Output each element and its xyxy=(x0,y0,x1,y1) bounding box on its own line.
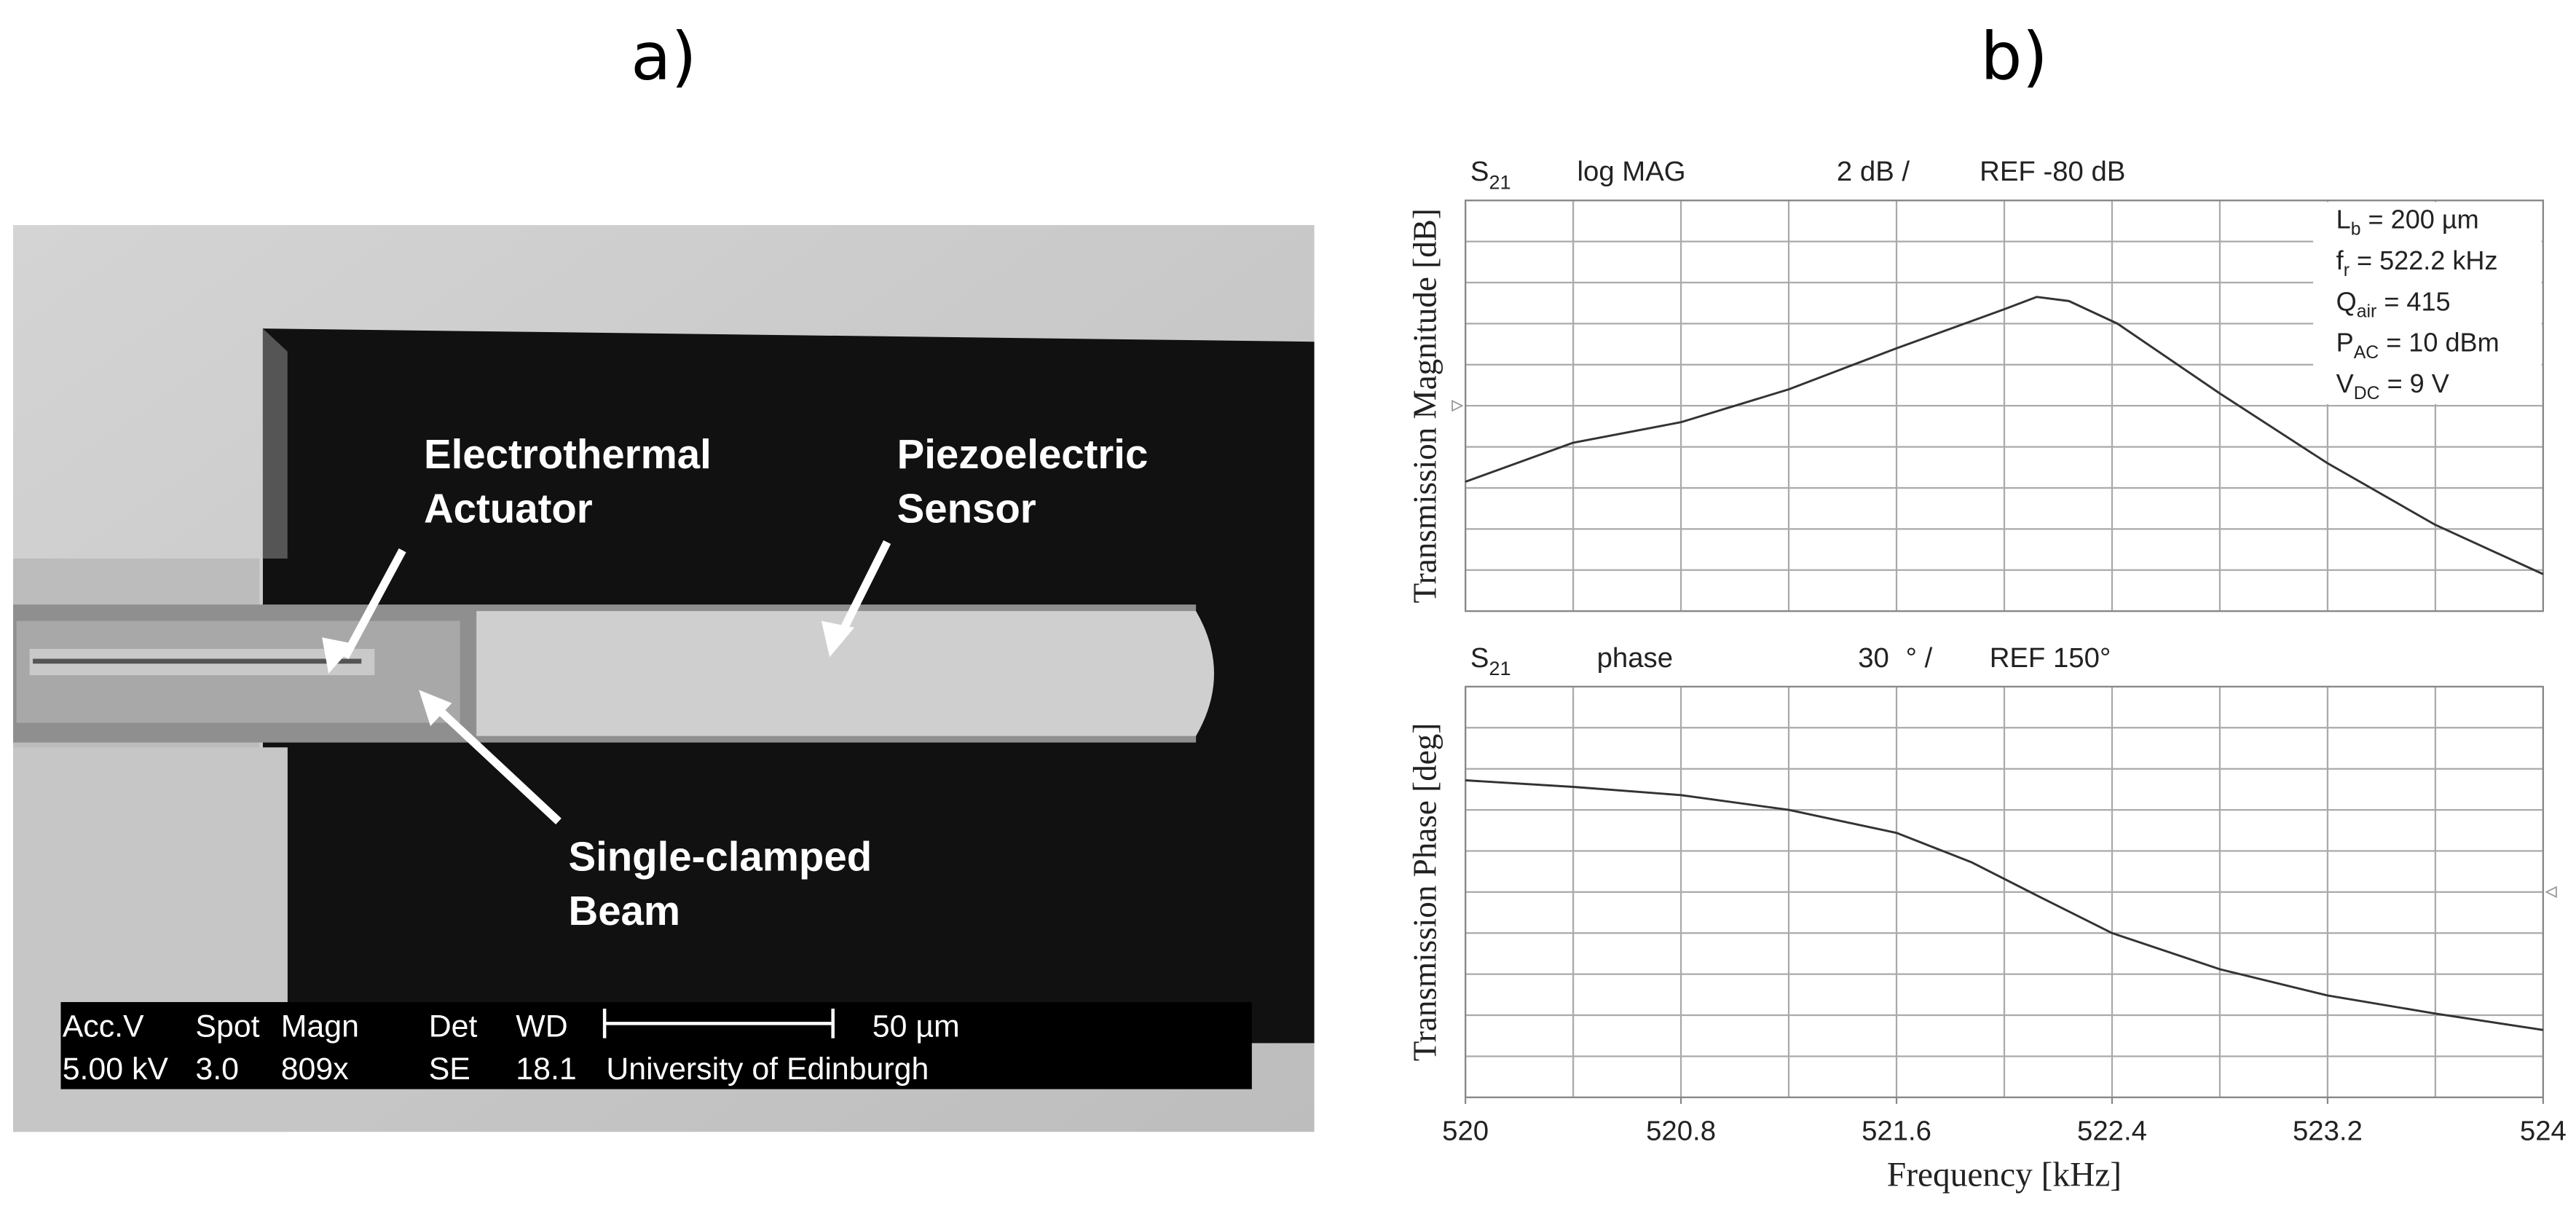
data-line xyxy=(1465,296,2544,575)
info-value: 809x xyxy=(281,1052,349,1087)
sem-label: Piezoelectric xyxy=(897,431,1149,477)
header-parameter-symbol: S xyxy=(1470,156,1489,187)
annotation: fr = 522.2 kHz xyxy=(2336,245,2498,280)
annotation-sub: air xyxy=(2357,301,2377,321)
header-parameter: S21 xyxy=(1470,156,1511,193)
annotation-box xyxy=(2313,202,2542,404)
info-value: 3.0 xyxy=(195,1052,239,1087)
x-axis-label: Frequency [kHz] xyxy=(1887,1156,2122,1194)
header-reference: REF 150° xyxy=(1990,642,2111,674)
annotation: PAC = 10 dBm xyxy=(2336,328,2500,363)
header-format: log MAG xyxy=(1577,156,1686,187)
annotation-text: = 10 dBm xyxy=(2379,328,2499,358)
header-parameter-sub: 21 xyxy=(1489,171,1510,193)
header-scale: 30 xyxy=(1858,642,1889,674)
header-parameter-symbol: S xyxy=(1470,642,1489,674)
sem-label: Electrothermal xyxy=(424,431,712,477)
info-header: Magn xyxy=(281,1009,359,1044)
info-header: WD xyxy=(516,1009,567,1044)
annotation-sub: r xyxy=(2344,261,2349,280)
panel-label: a) xyxy=(631,18,696,95)
sem-label: Single-clamped xyxy=(568,834,872,880)
info-header: Spot xyxy=(195,1009,259,1044)
info-value: 18.1 xyxy=(516,1052,576,1087)
annotation-symbol: L xyxy=(2336,205,2351,234)
x-tick-label: 524 xyxy=(2520,1115,2567,1146)
annotation-sub: b xyxy=(2351,220,2361,240)
plot-frame xyxy=(1464,200,2545,612)
header-scale-unit: ° / xyxy=(1906,642,1933,674)
reference-marker xyxy=(1452,399,1464,412)
x-tick-label: 522.4 xyxy=(2077,1115,2147,1146)
annotation-symbol: Q xyxy=(2336,286,2357,316)
annotation-symbol: V xyxy=(2336,368,2354,398)
sem-label: Beam xyxy=(568,888,680,934)
annotation: VDC = 9 V xyxy=(2336,368,2449,403)
annotation: Qair = 415 xyxy=(2336,286,2451,321)
header-parameter: S21 xyxy=(1470,642,1511,679)
annotation-sub: AC xyxy=(2354,343,2379,363)
reference-marker xyxy=(2545,886,2557,899)
x-tick-label: 521.6 xyxy=(1862,1115,1931,1146)
panel-label: b) xyxy=(1980,18,2047,95)
annotation-sub: DC xyxy=(2354,384,2380,403)
header-reference: REF -80 dB xyxy=(1980,156,2125,187)
info-value: 5.00 kV xyxy=(63,1052,169,1087)
sem-image: Electrothermal Actuator Piezoelectric Se… xyxy=(13,225,1315,1132)
annotation-text: = 522.2 kHz xyxy=(2349,245,2498,275)
header-scale: 2 dB / xyxy=(1837,156,1910,187)
plot-frame xyxy=(1464,685,2545,1098)
scale-label: 50 µm xyxy=(873,1009,960,1044)
sem-label: Sensor xyxy=(897,485,1036,531)
annotation-text: = 200 µm xyxy=(2361,205,2479,234)
annotation-text: = 415 xyxy=(2376,286,2450,316)
x-tick-label: 523.2 xyxy=(2293,1115,2363,1146)
info-header: Acc.V xyxy=(63,1009,144,1044)
info-header: Det xyxy=(429,1009,478,1044)
annotation: Lb = 200 µm xyxy=(2336,205,2479,240)
y-axis-label: Transmission Phase [deg] xyxy=(1407,723,1443,1061)
header-format: phase xyxy=(1597,642,1673,674)
annotation-symbol: P xyxy=(2336,328,2354,358)
header-parameter-sub: 21 xyxy=(1489,658,1510,679)
y-axis-label: Transmission Magnitude [dB] xyxy=(1407,208,1443,603)
annotation-symbol: f xyxy=(2336,245,2344,275)
info-value: SE xyxy=(429,1052,470,1087)
sem-label: Actuator xyxy=(424,485,593,531)
annotation-text: = 9 V xyxy=(2380,368,2449,398)
x-tick-label: 520 xyxy=(1442,1115,1489,1146)
info-institution: University of Edinburgh xyxy=(606,1052,929,1087)
data-line xyxy=(1465,779,2544,1031)
x-tick-label: 520.8 xyxy=(1646,1115,1716,1146)
